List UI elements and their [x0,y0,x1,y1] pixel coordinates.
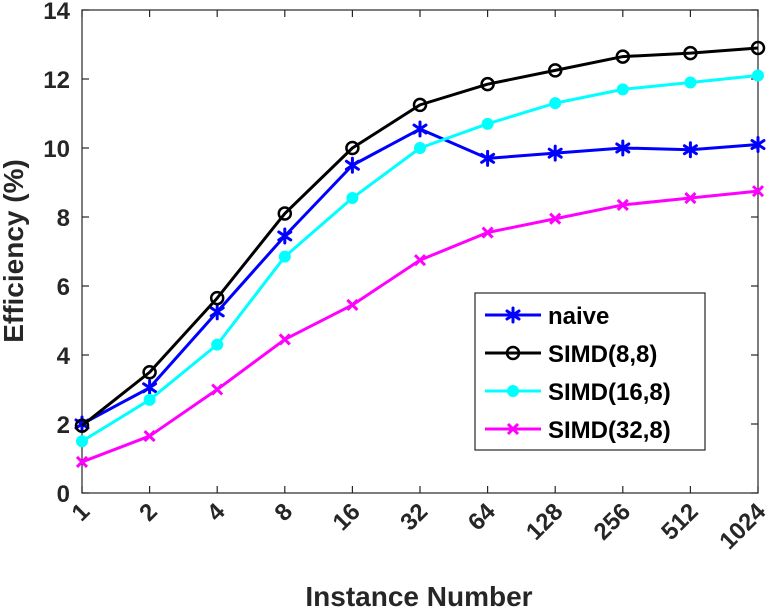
data-point-simd-32-8 [481,226,494,239]
y-tick-label: 14 [43,0,70,25]
legend-label-simd-32-8: SIMD(32,8) [548,417,671,444]
data-point-simd-8-8 [74,418,90,433]
data-point-simd-16-8 [76,435,88,448]
data-point-simd-8-8 [683,45,698,61]
legend-label-naive: naive [548,303,609,330]
legend-marker-simd-8-8 [505,345,521,361]
legend-label-simd-8-8: SIMD(8,8) [548,341,657,368]
data-point-simd-8-8 [277,206,293,221]
data-point-simd-8-8 [142,365,157,380]
data-point-simd-16-8 [752,69,764,82]
legend-marker-simd-32-8 [506,422,520,436]
data-point-simd-8-8 [209,290,225,306]
data-point-simd-32-8 [75,455,89,469]
x-tick-label: 64 [463,498,501,536]
legend-marker-naive [505,306,521,324]
series-line-simd-8-8 [81,46,759,427]
data-point-simd-16-8 [414,142,426,154]
x-tick-label: 32 [395,498,433,536]
legend-label-simd-16-8: SIMD(16,8) [548,379,671,406]
x-tick-label: 1024 [714,498,771,555]
data-point-simd-8-8 [345,140,360,156]
data-point-simd-16-8 [346,192,359,205]
series-simd-8-8 [74,40,766,433]
data-point-naive [277,227,293,245]
y-axis-ticks: 0 2 4 6 8 10 12 14 [43,0,758,508]
data-point-naive [209,303,225,321]
data-point-simd-16-8 [143,393,156,406]
data-point-naive [480,149,496,167]
x-tick-label: 2 [134,498,163,527]
data-point-simd-16-8 [684,76,697,89]
data-point-simd-16-8 [481,117,494,130]
data-point-naive [412,120,428,138]
data-point-simd-32-8 [549,212,562,225]
x-tick-label: 4 [202,498,231,527]
series-simd-16-8 [76,69,764,448]
legend: naive SIMD(8,8) SIMD(16,8) SIMD(32,8) [474,292,706,451]
data-point-naive [750,136,766,154]
data-point-simd-32-8 [616,198,629,211]
x-tick-label: 1 [67,498,96,527]
data-point-simd-8-8 [615,49,631,64]
x-tick-label: 8 [270,498,299,527]
data-point-simd-8-8 [750,40,766,56]
data-point-simd-16-8 [549,97,562,110]
data-point-simd-32-8 [684,191,697,205]
y-tick-label: 2 [57,412,70,439]
series-simd-32-8 [75,185,765,469]
data-point-simd-8-8 [547,63,563,78]
data-point-simd-16-8 [616,83,629,96]
data-point-naive [547,144,563,162]
y-tick-label: 8 [57,205,70,232]
x-tick-label: 16 [328,498,366,536]
series-layer [74,40,766,469]
data-point-simd-32-8 [751,185,765,198]
data-point-simd-16-8 [211,338,224,351]
data-point-naive [615,139,631,157]
x-tick-label: 512 [656,498,703,545]
data-point-naive [682,141,698,159]
data-point-simd-32-8 [143,430,156,443]
data-point-simd-32-8 [211,383,224,396]
x-tick-label: 128 [521,498,568,545]
y-tick-label: 12 [43,67,70,94]
data-point-naive [344,156,360,174]
data-point-simd-8-8 [480,76,495,92]
data-point-naive [142,379,158,397]
y-tick-label: 10 [43,136,70,163]
x-axis-label: Instance Number [305,581,532,609]
data-point-simd-8-8 [412,97,428,113]
data-point-simd-32-8 [346,298,359,312]
legend-marker-simd-16-8 [507,385,519,397]
y-axis-label: Efficiency (%) [0,159,29,343]
data-point-simd-32-8 [278,333,291,346]
data-point-simd-16-8 [278,250,291,263]
x-tick-label: 256 [589,498,636,545]
y-tick-label: 4 [57,343,71,370]
y-tick-label: 0 [57,481,70,508]
y-tick-label: 6 [57,274,70,301]
data-point-simd-32-8 [413,254,427,267]
